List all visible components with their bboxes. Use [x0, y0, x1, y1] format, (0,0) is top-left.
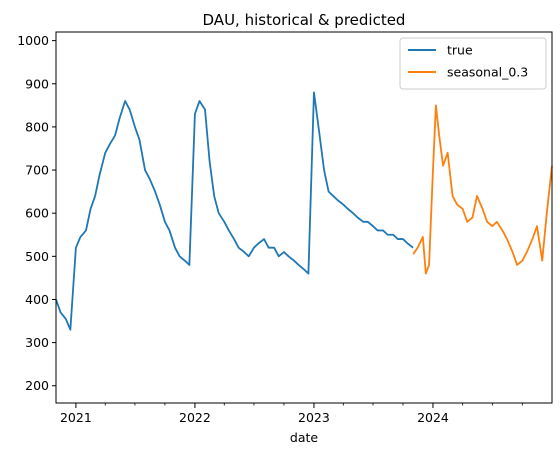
x-tick-label: 2022 [179, 410, 211, 425]
series-line-0 [55, 91, 414, 331]
x-axis-title: date [290, 430, 318, 445]
y-tick-label: 200 [25, 378, 49, 393]
chart-title: DAU, historical & predicted [203, 11, 406, 29]
y-tick-label: 500 [25, 249, 49, 264]
legend-label-seasonal: seasonal_0.3 [447, 65, 528, 80]
x-tick-label: 2021 [60, 410, 92, 425]
legend-label-true: true [447, 43, 473, 58]
y-tick-label: 900 [25, 76, 49, 91]
y-tick-label: 1000 [17, 33, 49, 48]
y-tick-label: 800 [25, 119, 49, 134]
plot-border [55, 31, 553, 404]
x-tick-label: 2023 [298, 410, 330, 425]
y-tick-label: 400 [25, 292, 49, 307]
x-axis: 2021 2022 2023 2024 [60, 403, 523, 425]
plot-area [55, 31, 553, 404]
series-line-1 [412, 104, 553, 275]
plot-frame [56, 32, 552, 403]
y-tick-label: 300 [25, 335, 49, 350]
series-group [55, 91, 553, 331]
y-tick-label: 700 [25, 163, 49, 178]
y-tick-label: 600 [25, 206, 49, 221]
y-axis: 200 300 400 500 600 700 800 900 1000 [17, 33, 56, 393]
legend: true seasonal_0.3 [399, 37, 547, 90]
legend-box [399, 37, 547, 90]
x-tick-label: 2024 [417, 410, 449, 425]
